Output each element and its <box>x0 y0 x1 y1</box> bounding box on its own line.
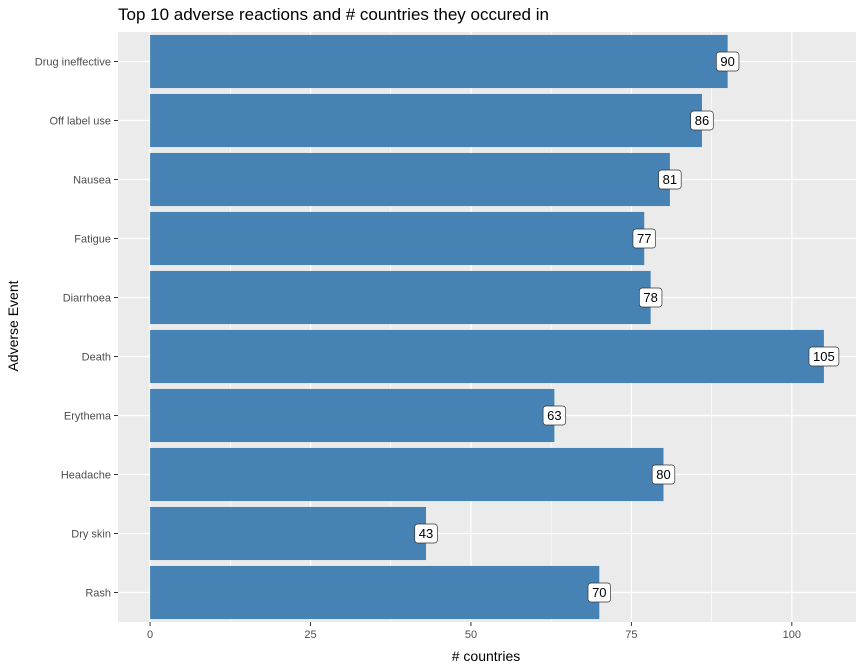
value-label-box <box>651 464 676 485</box>
y-tick-label: Dry skin <box>71 529 111 541</box>
bar <box>150 388 555 443</box>
y-tick-label: Fatigue <box>74 234 111 246</box>
value-label-box <box>638 287 663 308</box>
y-tick-label: Drug ineffective <box>35 57 111 69</box>
value-label: 63 <box>547 408 561 423</box>
bar <box>150 34 728 89</box>
value-label-box <box>414 523 438 544</box>
y-tick-label: Nausea <box>73 175 112 187</box>
x-tick-label: 0 <box>147 629 153 641</box>
x-axis: 0 25 50 75 100 <box>147 622 801 641</box>
value-label: 80 <box>656 467 670 482</box>
value-label-box <box>808 346 840 367</box>
bar <box>150 270 651 325</box>
bar <box>150 211 645 266</box>
value-label-box <box>587 582 611 603</box>
y-axis: Drug ineffective Off label use Nausea Fatig… <box>35 57 118 600</box>
value-label-box <box>542 405 567 426</box>
bar <box>150 565 600 620</box>
value-label-box <box>690 110 714 131</box>
value-label: 78 <box>643 290 657 305</box>
y-tick-label: Off label use <box>49 116 111 128</box>
value-label-box <box>632 228 656 249</box>
value-label: 81 <box>663 172 677 187</box>
bar <box>150 329 824 384</box>
value-label: 86 <box>695 113 709 128</box>
bars-group <box>150 34 824 620</box>
chart-title: Top 10 adverse reactions and # countries… <box>118 5 549 24</box>
value-label: 105 <box>813 349 835 364</box>
y-axis-title: Adverse Event <box>5 280 21 371</box>
x-tick-label: 50 <box>465 629 477 641</box>
bar <box>150 506 427 561</box>
value-label: 43 <box>419 526 433 541</box>
x-tick-label: 75 <box>625 629 637 641</box>
bar <box>150 152 670 207</box>
x-tick-label: 100 <box>783 629 801 641</box>
value-labels-group: 90 86 81 77 78 105 63 80 43 70 <box>414 51 840 603</box>
bar <box>150 447 664 502</box>
value-label: 70 <box>592 585 606 600</box>
value-label-box <box>658 169 682 190</box>
y-tick-label: Death <box>82 352 111 364</box>
value-label: 90 <box>720 54 734 69</box>
y-tick-label: Rash <box>85 588 111 600</box>
bar <box>150 93 702 148</box>
value-label: 77 <box>637 231 651 246</box>
value-label-box <box>716 51 740 72</box>
x-axis-title: # countries <box>452 648 520 664</box>
y-tick-label: Diarrhoea <box>63 293 112 305</box>
y-tick-label: Headache <box>61 470 111 482</box>
y-tick-label: Erythema <box>64 411 112 423</box>
x-tick-label: 25 <box>304 629 316 641</box>
